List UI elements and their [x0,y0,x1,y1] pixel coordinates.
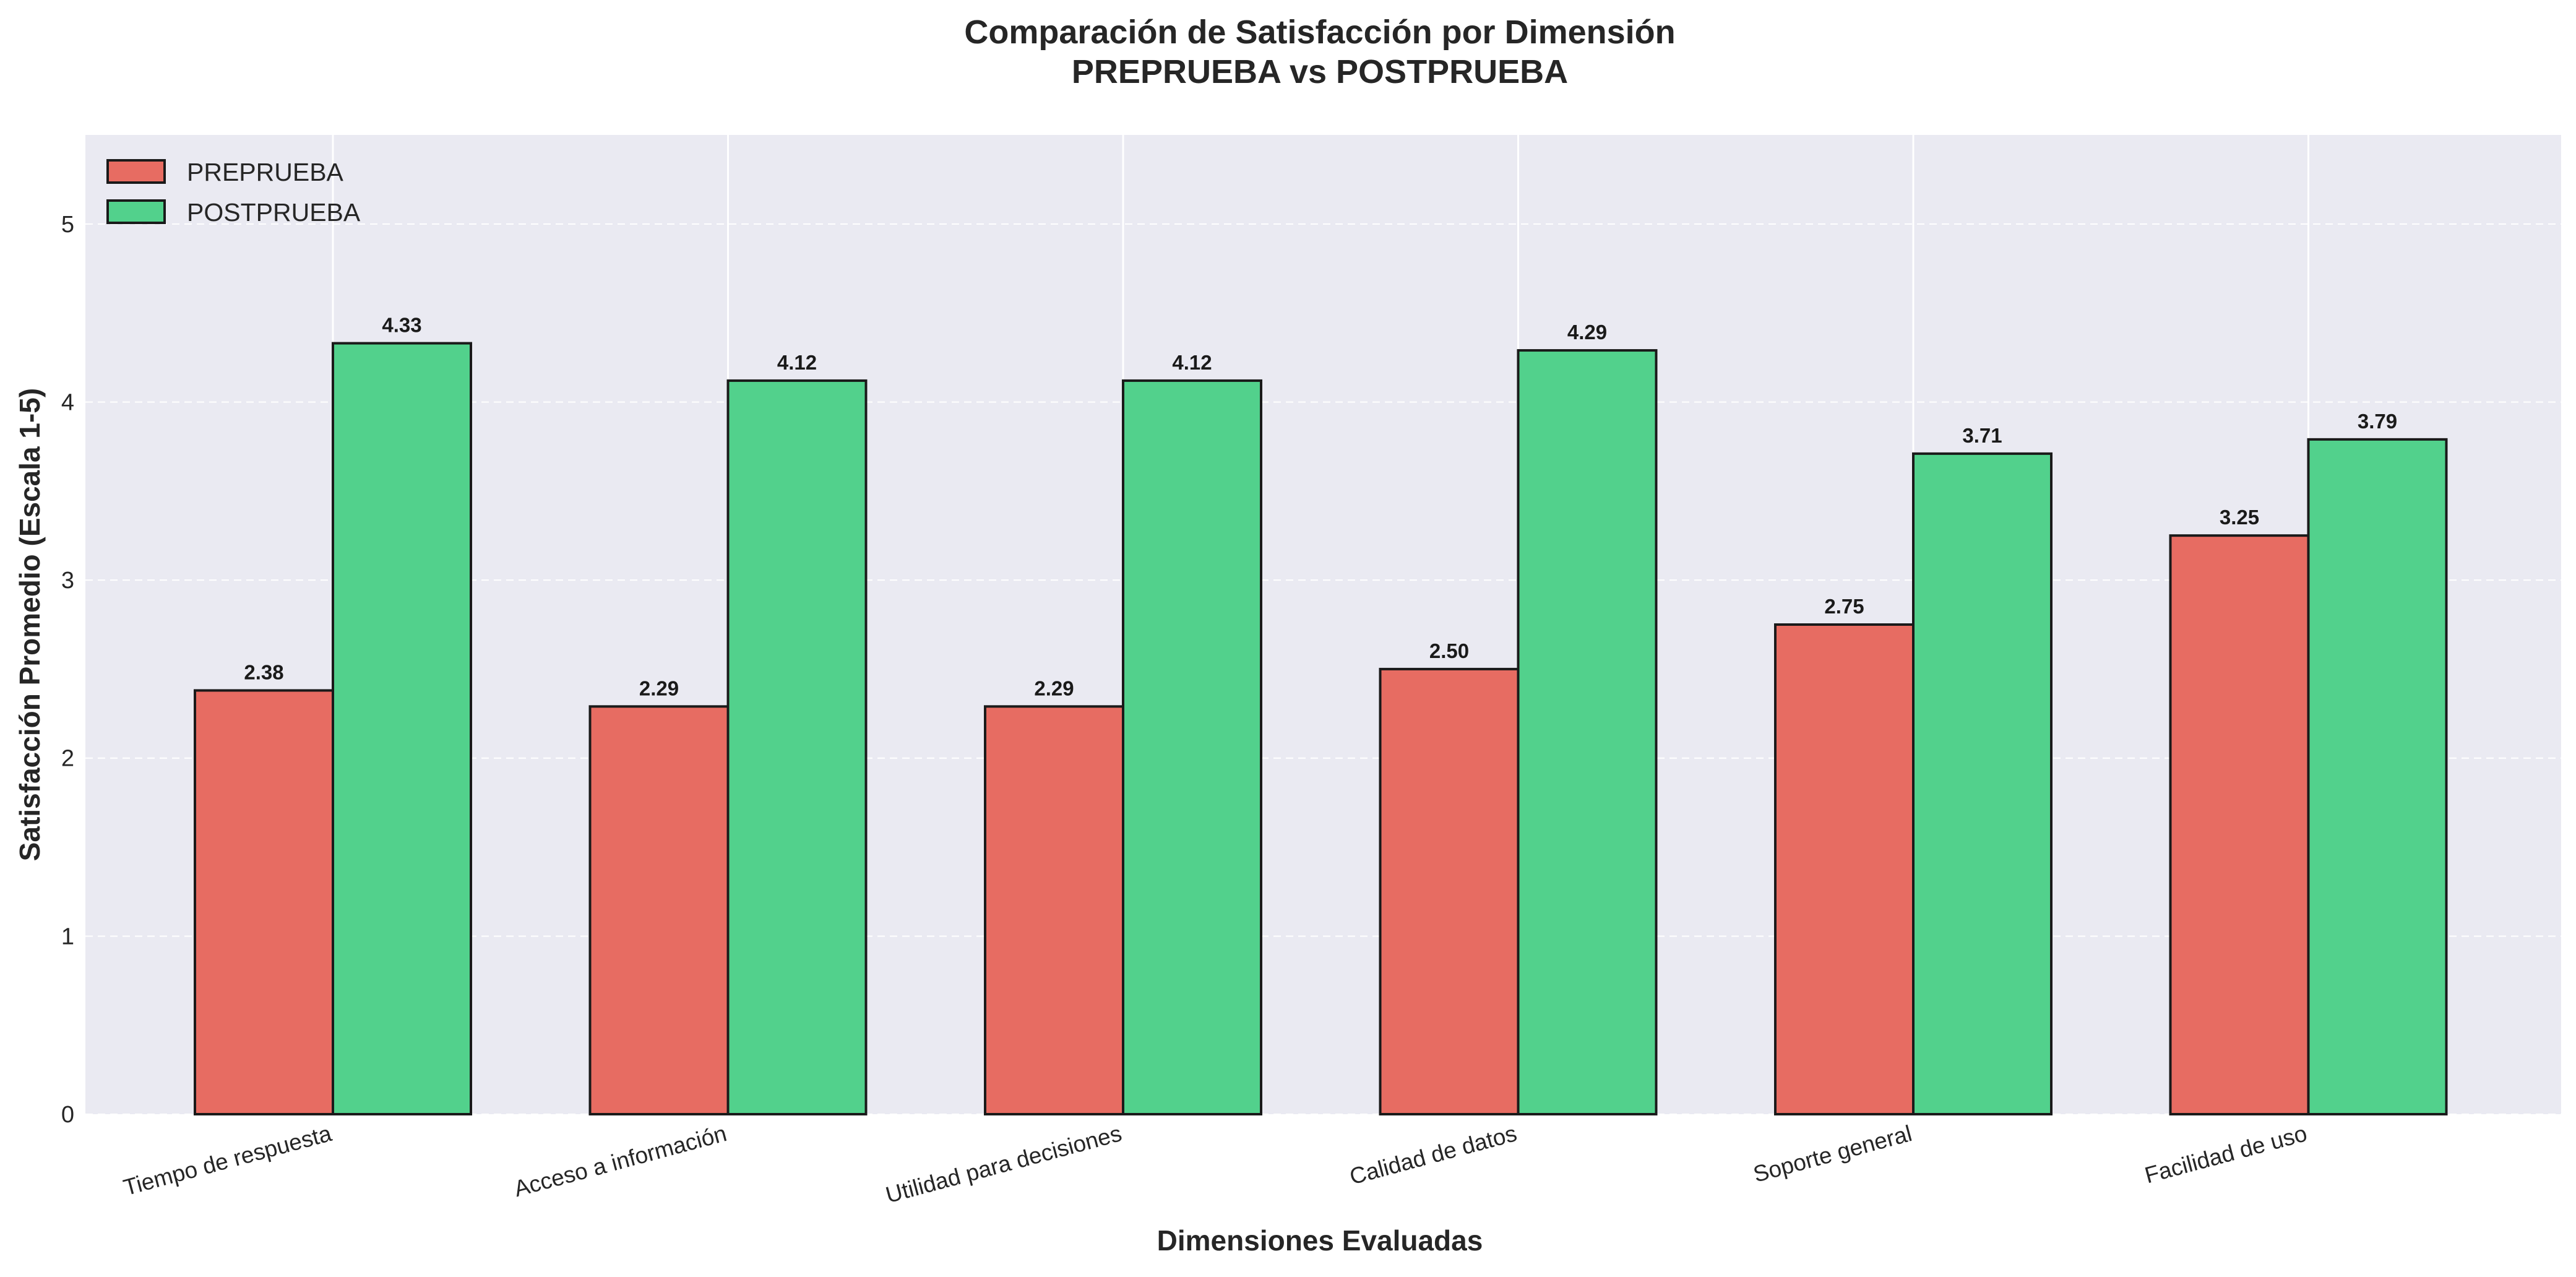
y-tick-label: 4 [61,389,74,415]
y-tick-label: 0 [61,1102,74,1128]
plot-area [85,135,2561,1114]
data-label: 3.25 [2220,506,2259,529]
y-tick-label: 1 [61,924,74,950]
data-label: 3.71 [1962,424,2002,447]
legend-label-post: POSTPRUEBA [187,198,361,227]
y-tick-label: 2 [61,746,74,772]
data-label: 4.33 [382,314,421,337]
bar-post [1912,452,2053,1115]
data-label: 4.29 [1567,321,1607,344]
bar-prep [984,705,1124,1115]
bar-prep [1379,667,1520,1115]
data-label: 2.50 [1429,639,1469,662]
data-label: 3.79 [2358,410,2397,433]
legend-swatch-prep [106,159,166,184]
bar-prep [194,689,334,1115]
data-label: 2.29 [639,677,679,699]
legend: PREPRUEBA POSTPRUEBA [106,158,361,227]
data-labels-layer: 2.38 2.29 2.29 2.50 2.75 3.25 4.33 4.12 4.12 4.29… [244,314,2397,700]
data-label: 2.75 [1824,595,1864,618]
bar-post [332,342,472,1115]
bar-post [2307,438,2448,1115]
data-label: 4.12 [1172,351,1212,374]
data-label: 2.29 [1034,677,1074,699]
legend-label-prep: PREPRUEBA [187,158,344,186]
chart-subtitle: PREPRUEBA vs POSTPRUEBA [1072,53,1568,90]
chart-title: Comparación de Satisfacción por Dimensió… [964,14,1675,51]
data-label: 4.12 [777,351,817,374]
y-axis-ticks: 0 1 2 3 4 5 [61,212,74,1128]
bar-prep [2169,534,2310,1115]
data-label: 2.38 [244,660,283,683]
bar-post [726,379,868,1115]
y-tick-label: 5 [61,212,74,238]
bar-post [1122,379,1262,1115]
bar-prep [1774,623,1915,1115]
legend-swatch-post [106,199,166,224]
y-axis-label: Satisfacción Promedio (Escala 1-5) [14,388,46,861]
x-axis-label: Dimensiones Evaluadas [1157,1224,1483,1257]
bar-post [1517,349,1658,1115]
bars-layer [194,342,2448,1115]
y-tick-label: 3 [61,568,74,594]
bar-prep [588,705,730,1115]
